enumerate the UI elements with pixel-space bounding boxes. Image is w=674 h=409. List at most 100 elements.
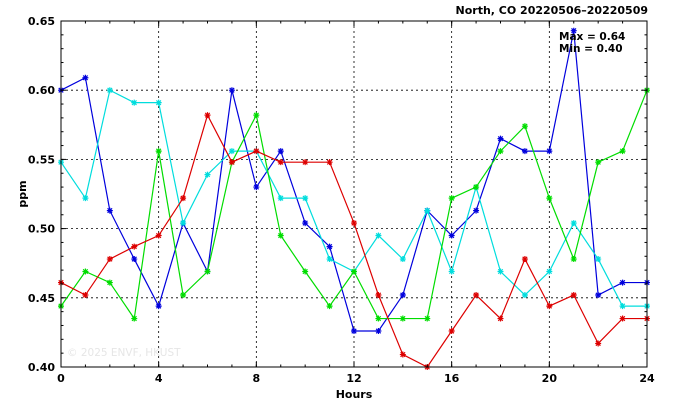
data-point [473, 207, 480, 214]
data-point [399, 292, 406, 299]
series-line-1 [60, 30, 647, 332]
data-point [448, 328, 455, 335]
data-point [375, 292, 382, 299]
data-point [204, 171, 211, 178]
x-tick-label: 24 [639, 372, 655, 385]
data-point [424, 207, 431, 214]
data-point [399, 351, 406, 358]
data-point [82, 268, 89, 275]
data-point [473, 184, 480, 191]
data-point [546, 303, 553, 310]
x-axis-label: Hours [336, 388, 373, 401]
y-tick-label: 0.65 [28, 15, 55, 28]
x-tick-label: 20 [542, 372, 558, 385]
ticks: 0 4 8 12 16 20 24 0.40 0.45 0.50 0.55 0.60 0.65 [28, 15, 655, 385]
data-point [546, 268, 553, 275]
data-point [595, 340, 602, 347]
data-point [204, 112, 211, 119]
data-point [448, 232, 455, 239]
data-point [106, 207, 113, 214]
data-point [228, 148, 235, 155]
data-point [546, 195, 553, 202]
data-point [228, 159, 235, 166]
data-point [302, 268, 309, 275]
x-tick-label: 12 [346, 372, 361, 385]
data-point [326, 243, 333, 250]
x-tick-label: 4 [155, 372, 163, 385]
data-point [375, 328, 382, 335]
data-point [228, 87, 235, 94]
data-point [131, 315, 138, 322]
data-point [302, 195, 309, 202]
data-point [253, 184, 260, 191]
max-annotation: Max = 0.64 [559, 31, 625, 43]
data-point [399, 256, 406, 263]
data-point [521, 148, 528, 155]
data-point [570, 256, 577, 263]
data-point [570, 220, 577, 227]
x-tick-label: 16 [444, 372, 460, 385]
data-point [424, 315, 431, 322]
data-point [302, 220, 309, 227]
data-point [497, 135, 504, 142]
data-point [277, 195, 284, 202]
data-point [326, 256, 333, 263]
data-point [131, 243, 138, 250]
x-tick-label: 8 [253, 372, 261, 385]
data-point [277, 159, 284, 166]
data-point [619, 303, 626, 310]
data-point [521, 292, 528, 299]
data-point [619, 279, 626, 286]
data-point [497, 148, 504, 155]
data-point [546, 148, 553, 155]
data-point [521, 123, 528, 130]
data-point [619, 148, 626, 155]
data-point [180, 292, 187, 299]
data-point [351, 328, 357, 335]
data-point [253, 112, 260, 119]
min-annotation: Min = 0.40 [559, 43, 623, 55]
data-point [595, 159, 602, 166]
data-point [473, 292, 480, 299]
data-point [131, 256, 138, 263]
data-point [277, 148, 284, 155]
data-point [570, 292, 577, 299]
data-point [204, 268, 211, 275]
y-tick-label: 0.45 [28, 292, 55, 305]
data-point [180, 220, 187, 227]
data-point [595, 292, 602, 299]
chart-title: North, CO 20220506–20220509 [456, 4, 649, 17]
watermark: © 2025 ENVF, HKUST [67, 347, 181, 359]
data-point [277, 232, 284, 239]
data-point [375, 232, 382, 239]
y-axis-label: ppm [16, 180, 29, 207]
data-point [155, 148, 162, 155]
data-point [155, 303, 162, 310]
data-point [351, 220, 357, 227]
y-tick-label: 0.55 [28, 153, 55, 166]
data-point [351, 268, 357, 275]
data-point [521, 256, 528, 263]
data-point [106, 279, 113, 286]
data-point [448, 268, 455, 275]
data-point [570, 27, 577, 34]
data-point [131, 99, 138, 106]
data-point [497, 268, 504, 275]
data-point [180, 195, 187, 202]
data-point [82, 74, 89, 81]
data-point [106, 256, 113, 263]
data-point [106, 87, 113, 94]
data-point [82, 292, 89, 299]
data-point [155, 232, 162, 239]
y-tick-label: 0.40 [28, 361, 55, 374]
data-point [595, 256, 602, 263]
data-point [448, 195, 455, 202]
data-point [497, 315, 504, 322]
y-tick-label: 0.50 [28, 223, 55, 236]
data-point [326, 159, 333, 166]
data-point [326, 303, 333, 310]
data-point [619, 315, 626, 322]
data-point [253, 148, 260, 155]
x-tick-label: 0 [57, 372, 65, 385]
